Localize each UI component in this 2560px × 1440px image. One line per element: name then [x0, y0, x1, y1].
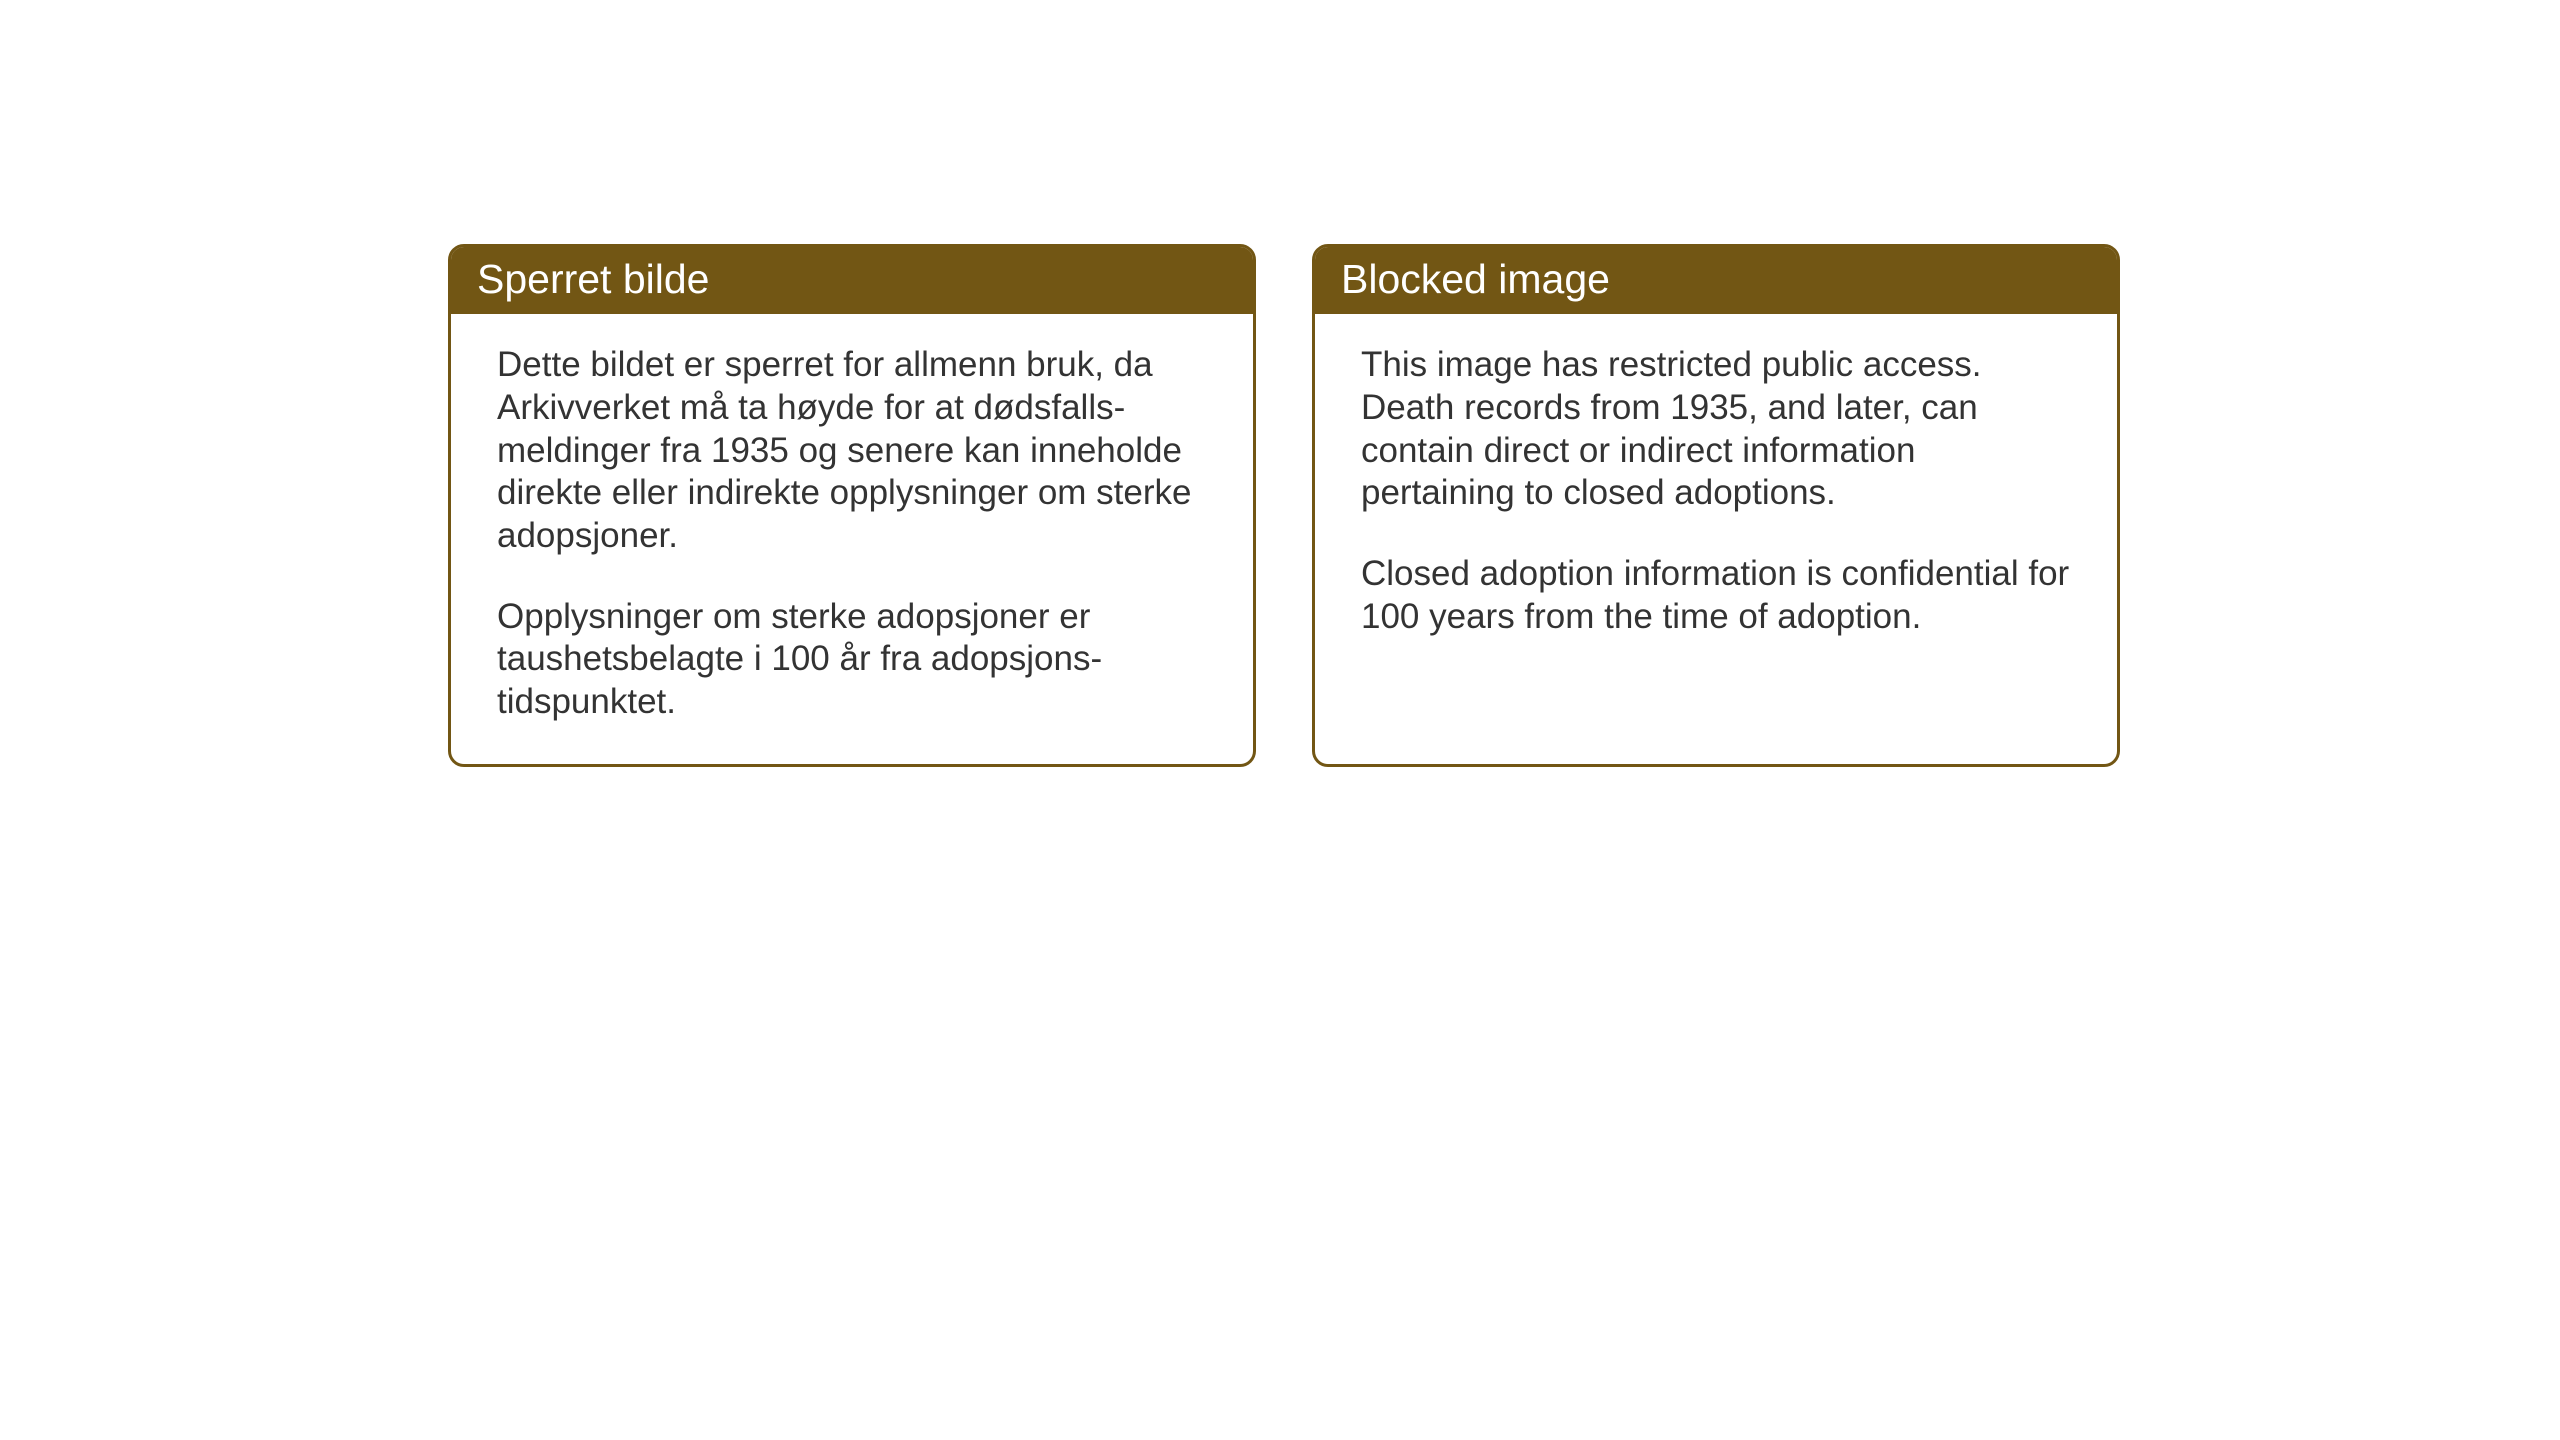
norwegian-paragraph-2: Opplysninger om sterke adopsjoner er tau… — [497, 596, 1207, 724]
english-card-body: This image has restricted public access.… — [1315, 314, 2117, 678]
cards-container: Sperret bilde Dette bildet er sperret fo… — [448, 244, 2120, 767]
norwegian-card-title: Sperret bilde — [451, 247, 1253, 314]
norwegian-card-body: Dette bildet er sperret for allmenn bruk… — [451, 314, 1253, 764]
english-card-title: Blocked image — [1315, 247, 2117, 314]
norwegian-card: Sperret bilde Dette bildet er sperret fo… — [448, 244, 1256, 767]
norwegian-paragraph-1: Dette bildet er sperret for allmenn bruk… — [497, 344, 1207, 557]
english-paragraph-2: Closed adoption information is confident… — [1361, 553, 2071, 638]
english-card: Blocked image This image has restricted … — [1312, 244, 2120, 767]
english-paragraph-1: This image has restricted public access.… — [1361, 344, 2071, 515]
